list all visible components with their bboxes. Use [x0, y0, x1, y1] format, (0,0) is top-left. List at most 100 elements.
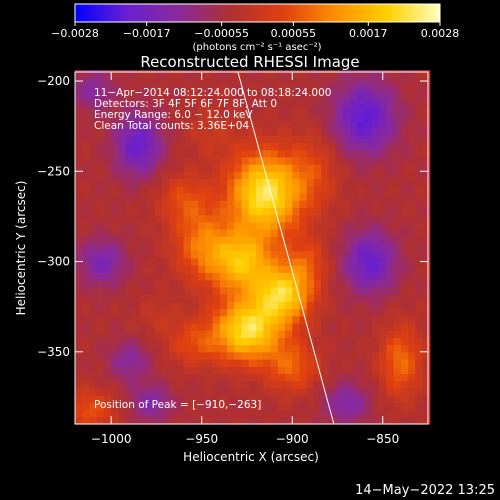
heatmap-cell	[379, 286, 387, 295]
heatmap-cell	[241, 359, 250, 367]
heatmap-cell	[96, 171, 105, 180]
heatmap-cell	[422, 387, 431, 396]
heatmap-cell	[393, 301, 402, 310]
heatmap-cell	[357, 99, 366, 107]
heatmap-cell	[111, 243, 120, 252]
heatmap-cell	[335, 366, 344, 375]
heatmap-cell	[299, 286, 308, 295]
heatmap-cell	[263, 171, 272, 180]
heatmap-cell	[364, 243, 373, 252]
heatmap-cell	[241, 330, 250, 338]
heatmap-cell	[350, 387, 358, 396]
heatmap-cell	[103, 185, 112, 194]
heatmap-cell	[400, 337, 409, 346]
heatmap-cell	[328, 113, 337, 122]
heatmap-cell	[118, 286, 127, 295]
heatmap-cell	[328, 135, 337, 143]
heatmap-cell	[169, 387, 177, 396]
heatmap-cell	[118, 301, 127, 310]
heatmap-cell	[371, 149, 380, 158]
heatmap-cell	[371, 395, 380, 403]
heatmap-cell	[219, 351, 228, 360]
heatmap-cell	[371, 127, 380, 136]
heatmap-cell	[234, 395, 243, 403]
heatmap-cell	[161, 359, 170, 367]
heatmap-cell	[161, 229, 170, 237]
heatmap-cell	[147, 373, 156, 382]
heatmap-cell	[256, 359, 264, 367]
heatmap-cell	[96, 359, 105, 367]
heatmap-cell	[386, 351, 395, 360]
heatmap-cell	[154, 279, 163, 288]
heatmap-cell	[147, 351, 156, 360]
heatmap-cell	[342, 185, 351, 194]
heatmap-cell	[205, 308, 214, 317]
heatmap-cell	[190, 366, 199, 375]
heatmap-cell	[299, 149, 308, 158]
heatmap-cell	[306, 366, 315, 375]
heatmap-cell	[111, 70, 120, 79]
heatmap-cell	[183, 185, 192, 194]
heatmap-cell	[234, 185, 243, 194]
heatmap-cell	[183, 229, 192, 237]
heatmap-cell	[357, 301, 366, 310]
heatmap-cell	[306, 337, 315, 346]
heatmap-cell	[219, 171, 228, 180]
heatmap-cell	[125, 409, 134, 418]
heatmap-cell	[400, 192, 409, 201]
heatmap-cell	[422, 99, 431, 107]
heatmap-cell	[183, 127, 192, 136]
heatmap-cell	[415, 113, 424, 122]
heatmap-cell	[183, 286, 192, 295]
heatmap-cell	[125, 77, 134, 86]
heatmap-cell	[96, 308, 105, 317]
heatmap-cell	[132, 221, 141, 230]
heatmap-cell	[169, 214, 177, 223]
heatmap-cell	[400, 265, 409, 273]
heatmap-cell	[277, 279, 286, 288]
heatmap-cell	[335, 120, 344, 129]
heatmap-cell	[292, 294, 301, 302]
heatmap-cell	[379, 113, 387, 122]
heatmap-cell	[284, 315, 293, 324]
heatmap-cell	[103, 77, 112, 86]
heatmap-cell	[321, 351, 330, 360]
heatmap-cell	[292, 286, 301, 295]
heatmap-cell	[335, 387, 344, 396]
heatmap-cell	[205, 214, 214, 223]
heatmap-cell	[161, 171, 170, 180]
heatmap-cell	[335, 337, 344, 346]
heatmap-cell	[306, 315, 315, 324]
heatmap-cell	[328, 322, 337, 331]
heatmap-cell	[140, 359, 149, 367]
heatmap-cell	[364, 149, 373, 158]
heatmap-cell	[350, 402, 358, 411]
heatmap-cell	[111, 106, 120, 115]
heatmap-cell	[263, 409, 272, 418]
heatmap-cell	[313, 207, 322, 216]
heatmap-cell	[212, 178, 221, 187]
heatmap-cell	[342, 192, 351, 201]
heatmap-cell	[277, 127, 286, 136]
heatmap-cell	[342, 214, 351, 223]
heatmap-cell	[277, 178, 286, 187]
heatmap-cell	[342, 178, 351, 187]
heatmap-cell	[415, 106, 424, 115]
heatmap-cell	[284, 192, 293, 201]
heatmap-cell	[256, 236, 264, 245]
heatmap-cell	[183, 294, 192, 302]
heatmap-cell	[386, 135, 395, 143]
heatmap-cell	[277, 387, 286, 396]
heatmap-cell	[393, 142, 402, 151]
heatmap-cell	[342, 308, 351, 317]
heatmap-cell	[299, 178, 308, 187]
heatmap-cell	[270, 416, 279, 425]
heatmap-cell	[321, 294, 330, 302]
heatmap-cell	[118, 84, 127, 93]
heatmap-cell	[82, 387, 91, 396]
heatmap-cell	[364, 70, 373, 79]
heatmap-cell	[154, 99, 163, 107]
heatmap-cell	[147, 272, 156, 281]
heatmap-cell	[422, 221, 431, 230]
heatmap-cell	[422, 286, 431, 295]
